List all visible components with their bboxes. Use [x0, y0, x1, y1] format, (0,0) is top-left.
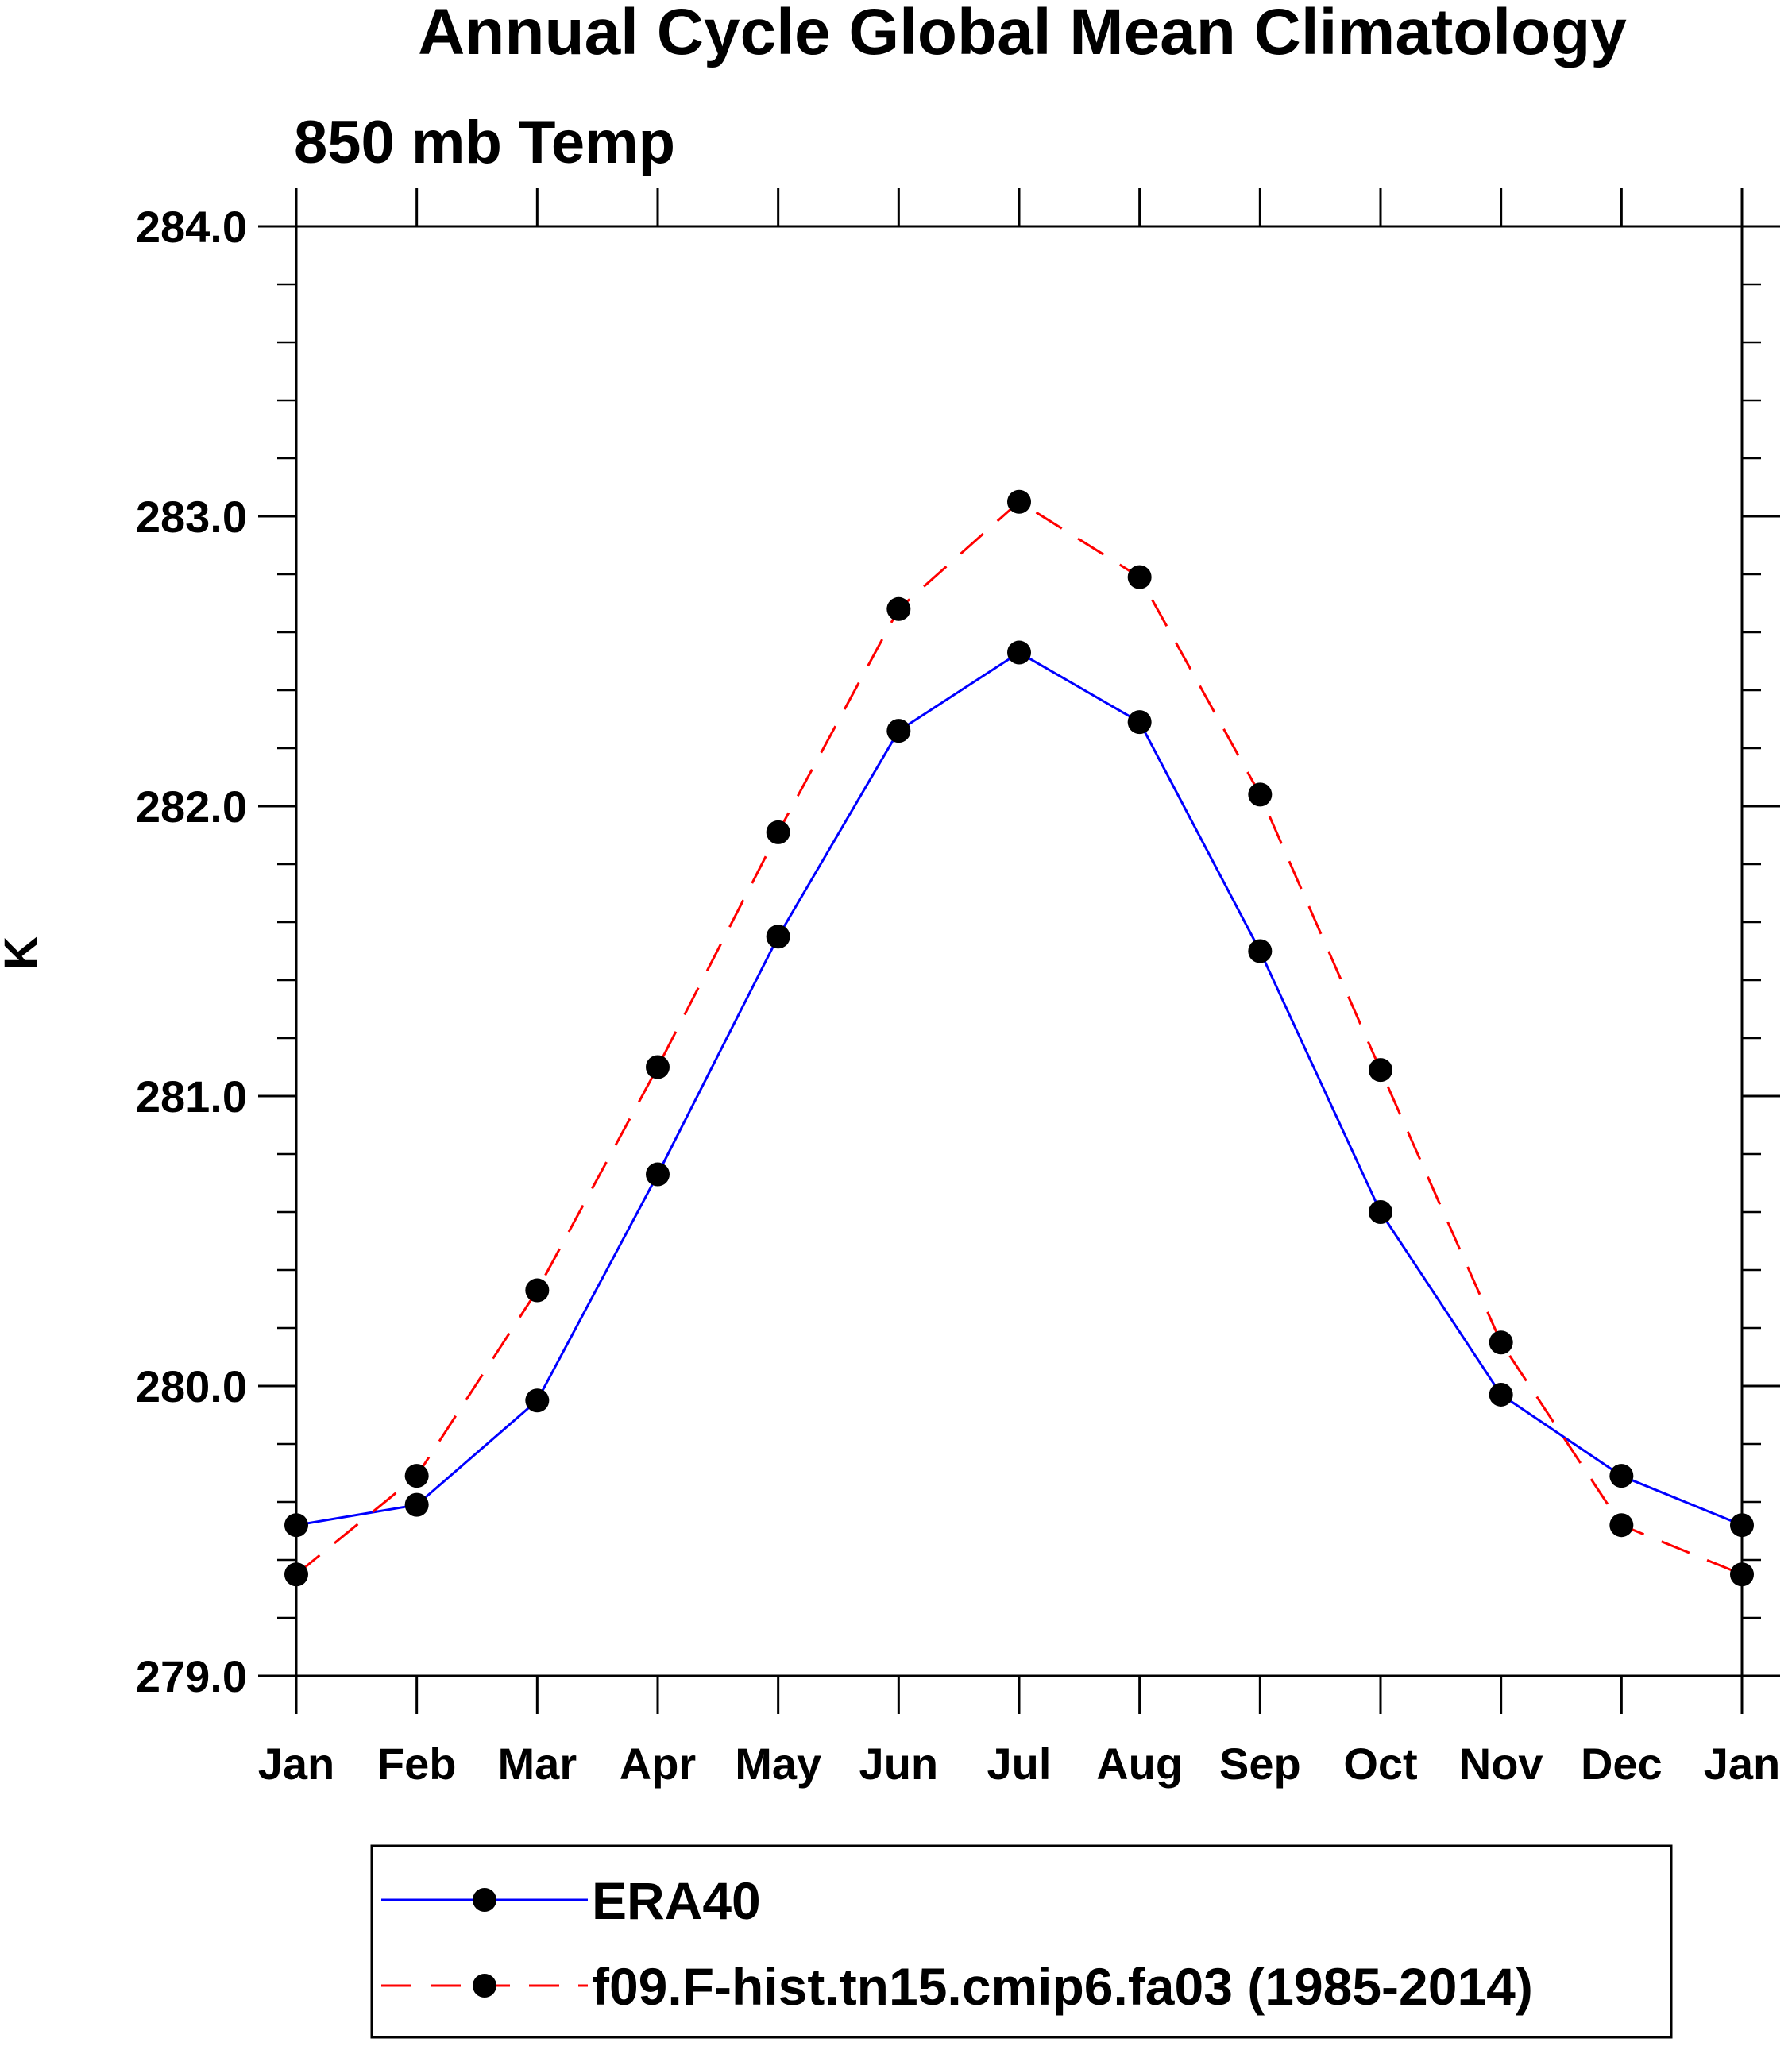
y-tick-label: 280.0 [136, 1361, 247, 1411]
series-1-point [525, 1278, 550, 1303]
x-tick-label: Mar [498, 1739, 577, 1789]
chart-subtitle: 850 mb Temp [294, 109, 675, 176]
legend-marker-cmip6 [473, 1974, 496, 1998]
x-tick-label: Sep [1219, 1739, 1301, 1789]
series-1-point [404, 1464, 429, 1488]
x-tick-label: Dec [1581, 1739, 1663, 1789]
series-1-point [766, 820, 790, 844]
legend-label-cmip6: f09.F-hist.tn15.cmip6.fa03 (1985-2014) [592, 1957, 1533, 2016]
legend: ERA40 f09.F-hist.tn15.cmip6.fa03 (1985-2… [370, 1844, 1673, 2039]
x-tick-label: Apr [620, 1739, 696, 1789]
y-axis-label: K [0, 936, 47, 970]
series-0-point [1489, 1382, 1513, 1407]
x-tick-label: Oct [1343, 1739, 1417, 1789]
x-tick-label: Jan [1704, 1739, 1781, 1789]
series-0-point [1609, 1464, 1634, 1488]
x-tick-label: Jul [987, 1739, 1052, 1789]
x-tick-label: Jan [258, 1739, 335, 1789]
series-0-point [886, 719, 911, 743]
legend-label-era40: ERA40 [592, 1871, 761, 1930]
x-tick-label: Nov [1459, 1739, 1543, 1789]
series-0-point [1248, 939, 1273, 963]
x-tick-label: May [735, 1739, 821, 1789]
series-0-point [1730, 1513, 1754, 1538]
series-1-point [1489, 1330, 1513, 1355]
series-0-point [1127, 710, 1152, 735]
x-tick-label: Feb [377, 1739, 457, 1789]
legend-marker-era40 [473, 1888, 496, 1912]
axes: 279.0 280.0 281.0 282.0 283.0 284.0 Jan Feb Mar A… [136, 188, 1780, 1789]
marker-layer [284, 489, 1754, 1587]
series-line-0 [295, 651, 1743, 1527]
y-tick-label: 279.0 [136, 1651, 247, 1701]
series-0-point [404, 1492, 429, 1517]
series-1-point [1730, 1562, 1754, 1587]
series-0-point [1369, 1200, 1392, 1224]
x-tick-label: Jun [859, 1739, 939, 1789]
series-1-point [1248, 782, 1273, 807]
chart-title: Annual Cycle Global Mean Climatology [418, 0, 1627, 68]
series-1-point [1609, 1513, 1634, 1538]
y-tick-label: 282.0 [136, 782, 247, 832]
y-tick-label: 284.0 [136, 202, 247, 252]
series-1-point [1007, 489, 1031, 514]
x-tick-label: Aug [1096, 1739, 1183, 1789]
series-1-point [1127, 565, 1152, 589]
series-0-point [646, 1162, 670, 1187]
plot-frame [295, 225, 1744, 1677]
series-1-point [646, 1055, 670, 1079]
series-0-point [525, 1388, 550, 1413]
series-0-point [1007, 640, 1031, 665]
series-0-point [284, 1513, 308, 1538]
y-tick-label: 283.0 [136, 492, 247, 542]
series-1-point [284, 1562, 308, 1587]
series-1-point [886, 596, 911, 621]
legend-box [370, 1844, 1673, 2039]
series-1-point [1369, 1058, 1392, 1083]
y-tick-label: 281.0 [136, 1071, 247, 1121]
series-0-point [766, 925, 790, 949]
